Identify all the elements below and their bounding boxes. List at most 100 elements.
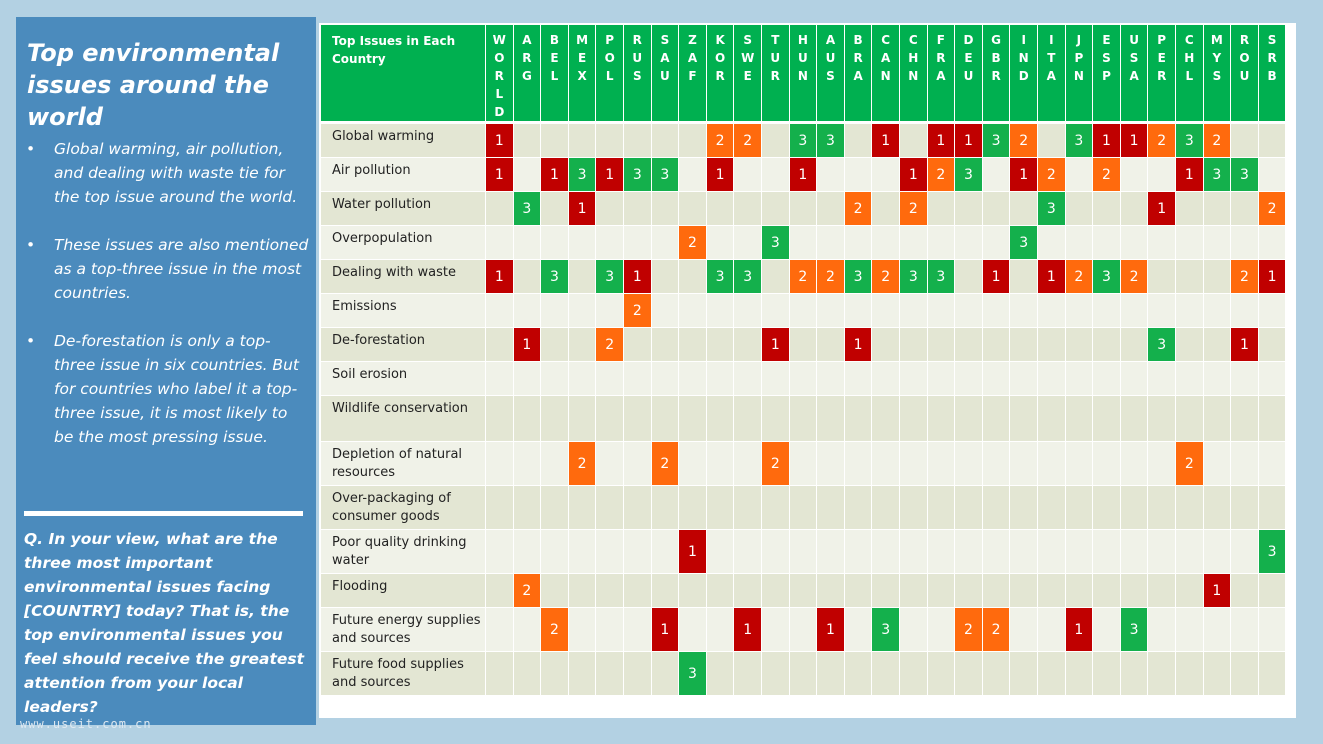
column-header-letter: F xyxy=(688,69,697,83)
empty-cell xyxy=(927,294,955,327)
row-label: Over-packaging of consumer goods xyxy=(321,486,485,529)
empty-cell xyxy=(762,608,789,651)
row-label: De-forestation xyxy=(321,328,485,361)
empty-cell xyxy=(1120,226,1148,259)
rank-cell: 2 xyxy=(1148,124,1175,157)
empty-cell xyxy=(486,328,513,361)
empty-cell xyxy=(568,328,596,361)
empty-cell xyxy=(817,530,844,573)
rank-cell: 3 xyxy=(679,652,706,695)
column-header-letter: S xyxy=(1102,51,1111,65)
rank-cell: 1 xyxy=(1010,158,1037,191)
empty-cell xyxy=(1231,362,1258,395)
rank-cell: 3 xyxy=(1203,158,1231,191)
empty-cell xyxy=(651,192,679,225)
empty-cell xyxy=(762,362,789,395)
table-title: Top Issues in Each Country xyxy=(321,25,485,121)
empty-cell xyxy=(1093,574,1120,607)
empty-cell xyxy=(513,486,541,529)
empty-cell xyxy=(486,294,513,327)
rank-cell: 3 xyxy=(1231,158,1258,191)
column-header-letter: B xyxy=(1267,69,1277,83)
rank-cell: 1 xyxy=(844,328,872,361)
empty-cell xyxy=(1176,328,1203,361)
column-header-letter: H xyxy=(797,33,808,47)
empty-cell xyxy=(1120,294,1148,327)
empty-cell xyxy=(1010,442,1037,485)
empty-cell xyxy=(872,328,899,361)
empty-cell xyxy=(927,328,955,361)
column-header-letter: R xyxy=(770,69,780,83)
empty-cell xyxy=(982,362,1010,395)
empty-cell xyxy=(762,574,789,607)
empty-cell xyxy=(762,486,789,529)
empty-cell xyxy=(1148,530,1175,573)
rank-cell: 3 xyxy=(568,158,596,191)
empty-cell xyxy=(651,652,679,695)
empty-cell xyxy=(1203,442,1231,485)
empty-cell xyxy=(1148,158,1175,191)
empty-cell xyxy=(927,530,955,573)
empty-cell xyxy=(541,530,568,573)
empty-cell xyxy=(762,158,789,191)
empty-cell xyxy=(1148,486,1175,529)
rank-cell: 2 xyxy=(927,158,955,191)
empty-cell xyxy=(1231,226,1258,259)
empty-cell xyxy=(1010,294,1037,327)
empty-cell xyxy=(844,158,872,191)
rank-cell: 1 xyxy=(541,158,568,191)
empty-cell xyxy=(1231,652,1258,695)
column-header-letter: E xyxy=(1157,51,1166,65)
empty-cell xyxy=(1176,226,1203,259)
row-label: Future energy supplies and sources xyxy=(321,608,485,651)
rank-cell: 1 xyxy=(789,158,817,191)
empty-cell xyxy=(1038,486,1065,529)
rank-cell: 1 xyxy=(982,260,1010,293)
empty-cell xyxy=(624,486,651,529)
rank-cell: 2 xyxy=(1258,192,1286,225)
rank-cell: 2 xyxy=(568,442,596,485)
rank-cell: 3 xyxy=(817,124,844,157)
column-header-letter: A xyxy=(936,69,946,83)
empty-cell xyxy=(734,574,761,607)
empty-cell xyxy=(844,226,872,259)
empty-cell xyxy=(1038,574,1065,607)
empty-cell xyxy=(789,192,817,225)
empty-cell xyxy=(1148,442,1175,485)
empty-cell xyxy=(1038,226,1065,259)
empty-cell xyxy=(651,294,679,327)
empty-cell xyxy=(789,608,817,651)
empty-cell xyxy=(817,192,844,225)
empty-cell xyxy=(1010,362,1037,395)
column-header-letter: D xyxy=(1018,69,1029,83)
rank-cell: 2 xyxy=(1010,124,1037,157)
empty-cell xyxy=(789,328,817,361)
empty-cell xyxy=(1010,608,1037,651)
empty-cell xyxy=(900,362,927,395)
column-header-letter: C xyxy=(1184,33,1194,47)
rank-cell: 3 xyxy=(844,260,872,293)
row-label: Wildlife conservation xyxy=(321,396,485,441)
column-header-letter: J xyxy=(1076,33,1082,47)
rank-cell: 1 xyxy=(679,530,706,573)
rank-cell: 3 xyxy=(513,192,541,225)
empty-cell xyxy=(1010,192,1037,225)
empty-cell xyxy=(734,652,761,695)
empty-cell xyxy=(955,574,982,607)
rank-cell: 3 xyxy=(1010,226,1037,259)
column-header-letter: L xyxy=(550,69,559,83)
empty-cell xyxy=(1038,294,1065,327)
empty-cell xyxy=(1010,486,1037,529)
rank-cell: 3 xyxy=(1258,530,1286,573)
empty-cell xyxy=(679,192,706,225)
empty-cell xyxy=(1203,260,1231,293)
empty-cell xyxy=(789,486,817,529)
